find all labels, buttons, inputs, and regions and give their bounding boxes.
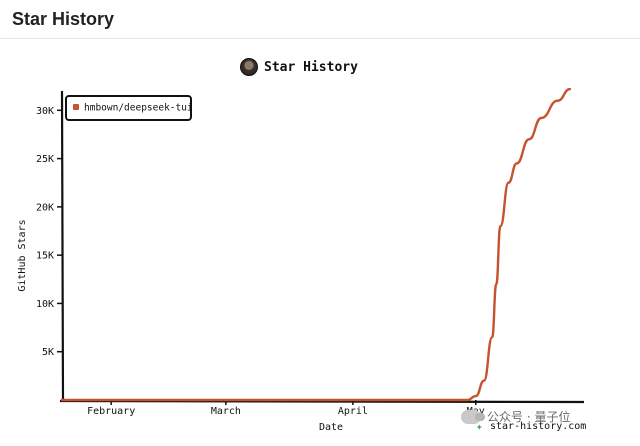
y-tick-label: 10K	[36, 299, 54, 310]
page-header: Star History	[0, 0, 640, 39]
x-axis-label: Date	[319, 422, 343, 433]
legend-box	[65, 95, 192, 121]
wechat-icon	[461, 409, 485, 424]
chart-title-group: Star History	[240, 56, 358, 78]
x-tick-label: March	[211, 406, 241, 417]
site-mark: ✦ star-history.com	[476, 419, 587, 433]
chart-title: Star History	[264, 59, 358, 75]
chart-ticks: 5K10K15K20K25K30KFebruaryMarchAprilMay	[36, 106, 485, 417]
star-history-logo-icon: ✦	[476, 419, 483, 433]
series-line	[60, 87, 572, 402]
y-tick-label: 5K	[42, 347, 54, 358]
y-axis-label: GitHub Stars	[17, 219, 28, 291]
watermark: 公众号 · 量子位	[461, 408, 570, 425]
page-title: Star History	[12, 9, 115, 29]
x-tick-label: February	[87, 406, 135, 417]
site-mark-text: star-history.com	[490, 421, 587, 432]
y-tick-label: 15K	[36, 251, 54, 262]
watermark-text: 公众号 · 量子位	[487, 410, 571, 424]
y-axis-line	[60, 90, 65, 403]
chart-series	[60, 87, 572, 402]
y-tick-label: 30K	[36, 106, 54, 117]
x-tick-label: April	[338, 406, 368, 417]
chart-legend: hmbown/deepseek-tui	[65, 95, 193, 121]
avatar	[240, 58, 258, 76]
legend-label: hmbown/deepseek-tui	[84, 103, 193, 114]
y-tick-label: 25K	[36, 154, 54, 165]
legend-swatch	[73, 104, 79, 110]
y-tick-label: 20K	[36, 202, 54, 213]
